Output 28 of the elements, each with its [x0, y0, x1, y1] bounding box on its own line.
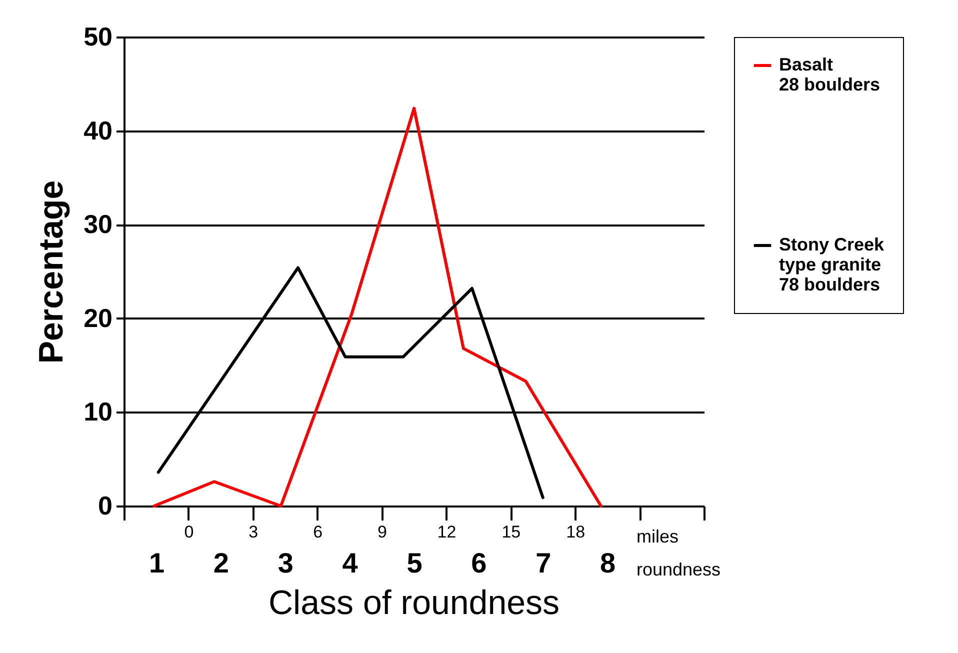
- x2-tick-label: 6: [471, 548, 487, 578]
- legend-label: Stony Creek type granite 78 boulders: [779, 234, 886, 294]
- x2-tick-label: 2: [213, 548, 229, 578]
- x2-tick-label: 7: [536, 548, 552, 578]
- x-tick-label: 0: [184, 522, 194, 542]
- y-axis-title: Percentage: [32, 180, 71, 364]
- x-tick-label: 12: [437, 522, 456, 542]
- x-tick-label: 15: [502, 522, 521, 542]
- legend-label: Basalt 28 boulders: [779, 54, 880, 94]
- x-tick-label: 3: [248, 522, 258, 542]
- x2-axis-title: roundness: [636, 560, 721, 580]
- y-tick-label: 0: [98, 490, 112, 520]
- line-series: [152, 106, 602, 508]
- y-tick-label: 50: [84, 22, 112, 52]
- x-tick-label: 9: [378, 522, 388, 542]
- y-tick-label: 40: [84, 115, 112, 146]
- x-tick-label: 6: [313, 522, 323, 542]
- y-tick-label: 20: [84, 302, 112, 333]
- y-tick-label: 10: [84, 396, 112, 427]
- x2-tick-label: 8: [600, 548, 616, 578]
- x2-tick-label: 3: [278, 548, 294, 578]
- x2-tick-label: 1: [148, 548, 165, 578]
- x-axis-title: miles: [636, 526, 679, 546]
- y-tick-label: 30: [84, 209, 112, 240]
- text: Class of roundness: [268, 584, 560, 622]
- x-tick-label: 18: [566, 522, 586, 542]
- x2-tick-label: 5: [406, 548, 422, 578]
- x2-tick-label: 4: [342, 548, 358, 578]
